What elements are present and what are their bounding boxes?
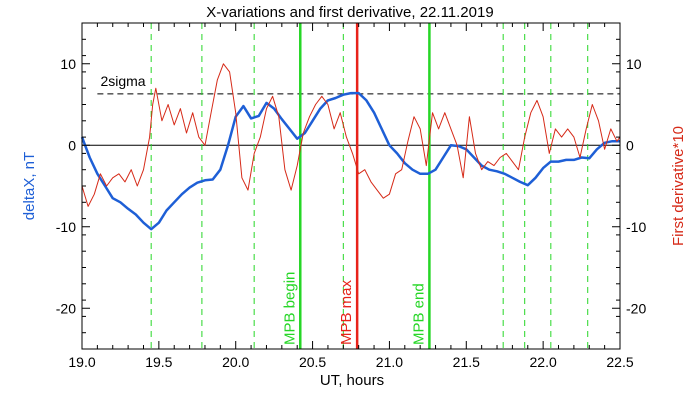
y-right-tick-label: 0 (626, 137, 634, 153)
y-axis-label-left: deltaX, nT (21, 152, 38, 220)
x-tick-label: 20.0 (222, 354, 249, 370)
marker-label-mpb-max: MPB max (338, 279, 355, 345)
x-tick-label: 20.5 (299, 354, 326, 370)
y-axis-label-right: First derivative*10 (670, 126, 687, 246)
y-tick-label: -10 (56, 219, 76, 235)
marker-lines: 2sigma MPB begin MPB max MPB end (82, 23, 620, 349)
chart-title: X-variations and first derivative, 22.11… (206, 4, 493, 21)
derivative-line (81, 63, 621, 207)
axes: 19.0 19.5 20.0 20.5 21.0 21.5 22.0 22.5 -20 -10 0 1… (56, 22, 646, 370)
x-tick-label: 22.0 (530, 354, 557, 370)
x-tick-label: 19.5 (145, 354, 172, 370)
x-axis-label: UT, hours (320, 372, 384, 389)
deltax-line (80, 91, 620, 231)
x-tick-label: 21.5 (453, 354, 480, 370)
y-tick-label: 10 (60, 56, 76, 72)
marker-label-mpb-end: MPB end (410, 283, 427, 345)
y-right-tick-label: -20 (626, 300, 646, 316)
x-tick-label: 21.0 (376, 354, 403, 370)
plot-series (80, 63, 621, 231)
y-tick-label: 0 (68, 137, 76, 153)
y-right-tick-label: -10 (626, 219, 646, 235)
y-right-tick-label: 10 (626, 56, 642, 72)
x-tick-label: 22.5 (606, 354, 633, 370)
sigma-label: 2sigma (100, 73, 145, 89)
x-tick-label: 19.0 (68, 354, 95, 370)
y-tick-label: -20 (56, 300, 76, 316)
marker-label-mpb-begin: MPB begin (281, 272, 298, 345)
